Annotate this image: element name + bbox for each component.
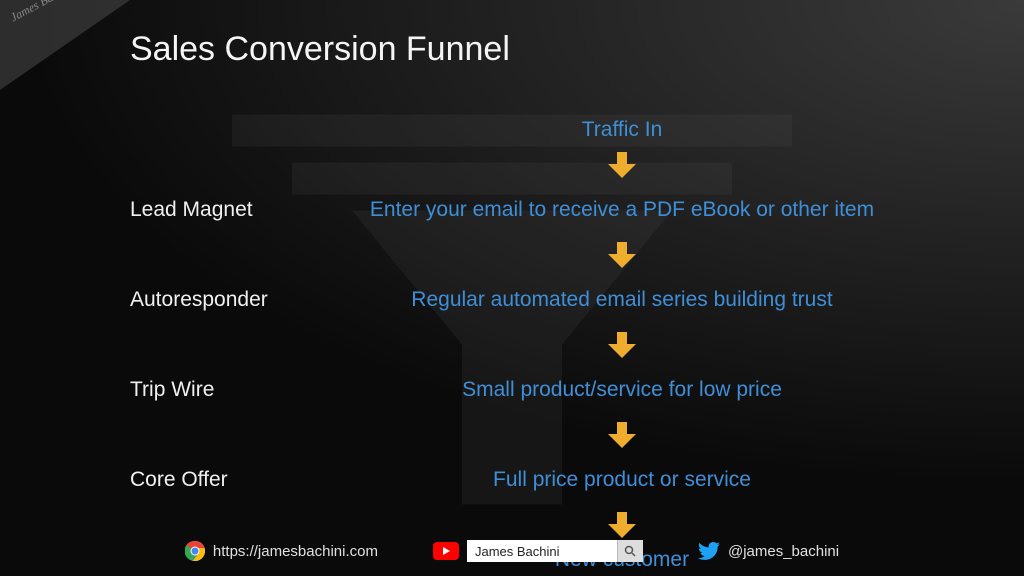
chrome-icon xyxy=(185,541,205,561)
stage-label: Autoresponder xyxy=(0,288,300,312)
funnel-content: Traffic In Lead Magnet Enter your email … xyxy=(0,110,1024,516)
search-icon xyxy=(624,545,636,557)
stage-label: Core Offer xyxy=(0,468,300,492)
website-link[interactable]: https://jamesbachini.com xyxy=(185,541,378,561)
stage-description: Full price product or service xyxy=(300,468,1024,492)
arrow-icon xyxy=(0,150,1024,180)
slide: James Bachini Sales Conversion Funnel Tr… xyxy=(0,0,1024,576)
twitter-text: @james_bachini xyxy=(728,543,839,560)
stage-description: Small product/service for low price xyxy=(300,378,1024,402)
twitter-link[interactable]: @james_bachini xyxy=(698,542,839,560)
youtube-search: James Bachini xyxy=(433,540,643,562)
arrow-icon xyxy=(0,240,1024,270)
stage-label: Trip Wire xyxy=(0,378,300,402)
stage-description: Enter your email to receive a PDF eBook … xyxy=(300,198,1024,222)
arrow-icon xyxy=(0,330,1024,360)
footer: https://jamesbachini.com James Bachini xyxy=(0,540,1024,562)
stage-label: Lead Magnet xyxy=(0,198,300,222)
arrow-icon xyxy=(0,420,1024,450)
website-text: https://jamesbachini.com xyxy=(213,543,378,560)
youtube-icon xyxy=(433,542,459,560)
funnel-top: Traffic In xyxy=(300,118,1024,142)
arrow-icon xyxy=(0,510,1024,540)
page-title: Sales Conversion Funnel xyxy=(130,30,510,69)
youtube-search-text: James Bachini xyxy=(467,540,617,562)
search-button[interactable] xyxy=(617,540,643,562)
twitter-icon xyxy=(698,542,720,560)
youtube-searchbox[interactable]: James Bachini xyxy=(467,540,643,562)
stage-description: Regular automated email series building … xyxy=(300,288,1024,312)
